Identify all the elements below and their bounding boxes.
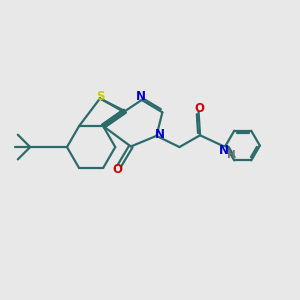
Text: N: N: [155, 128, 165, 141]
Text: O: O: [112, 163, 123, 176]
Text: H: H: [226, 150, 235, 160]
Text: O: O: [194, 102, 204, 115]
Text: N: N: [136, 90, 146, 103]
Text: N: N: [219, 144, 229, 158]
Text: S: S: [96, 90, 105, 103]
